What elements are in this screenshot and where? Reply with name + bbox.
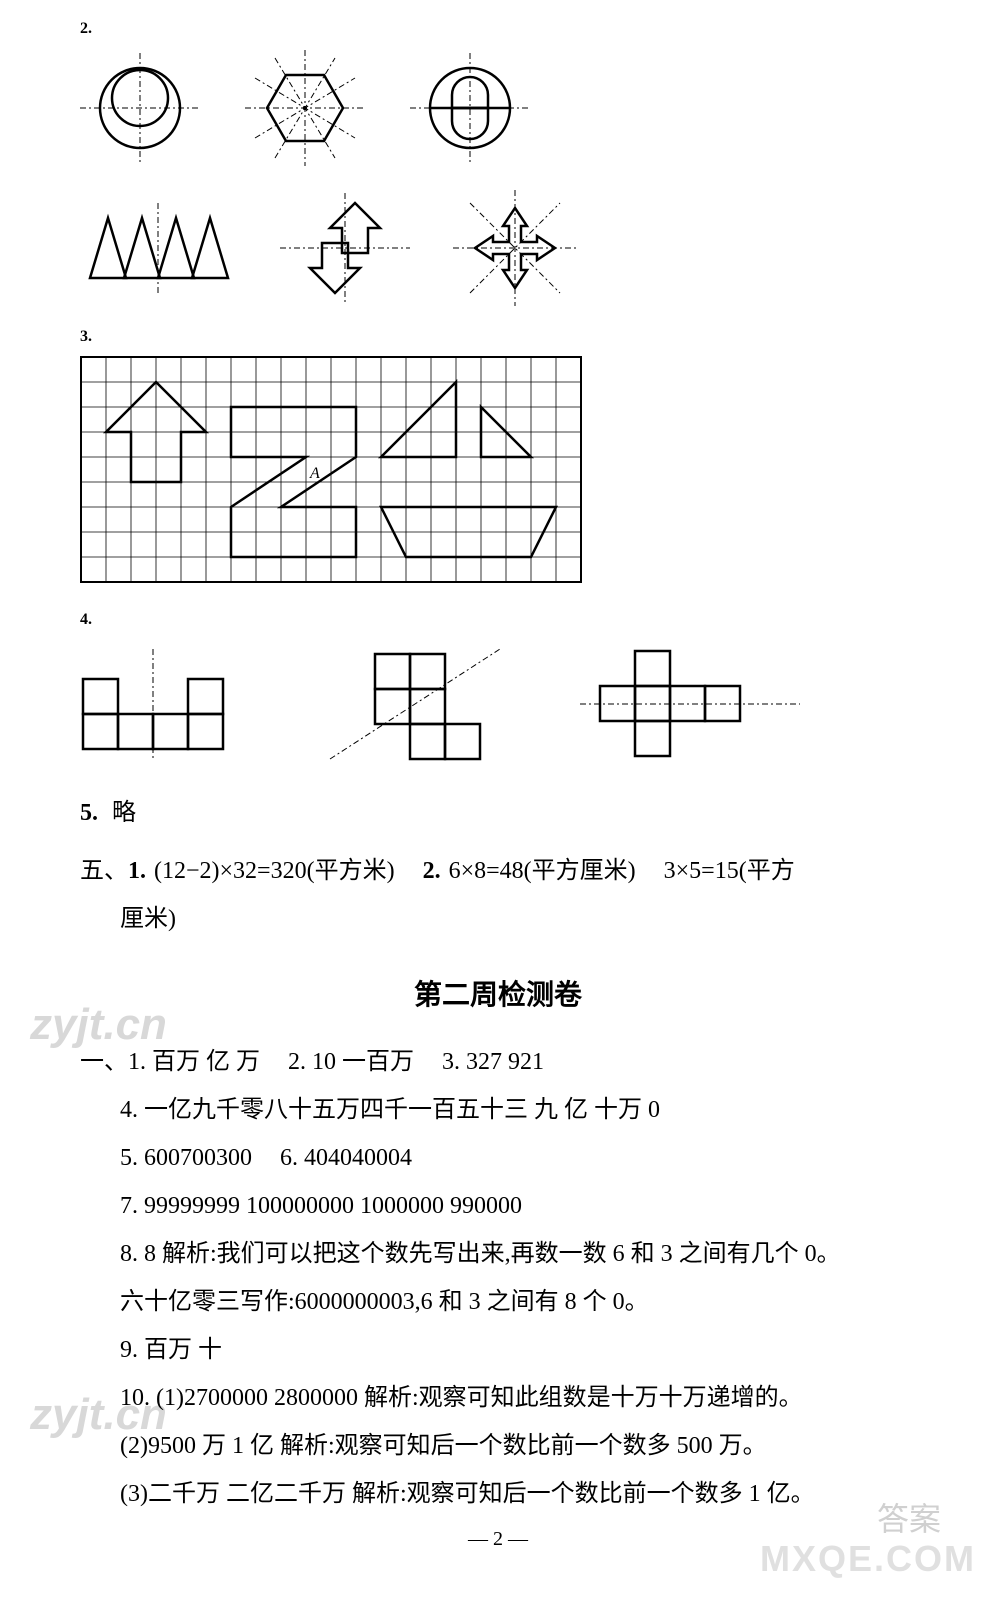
section-wu-cont: 厘米) xyxy=(40,895,956,943)
section-wu: 五、1. (12−2)×32=320(平方米) 2. 6×8=48(平方厘米) 3×5=… xyxy=(40,847,956,895)
section-label: 一、 xyxy=(80,1049,128,1075)
yi-q8: 8. 8 解析:我们可以把这个数先写出来,再数一数 6 和 3 之间有几个 0。 xyxy=(40,1230,956,1278)
yi-q4: 4. 一亿九千零八十五万四千一百五十三 九 亿 十万 0 xyxy=(40,1086,956,1134)
answer-text: 5. 600700300 xyxy=(120,1145,252,1171)
answer-text: 6. 404040004 xyxy=(280,1145,412,1171)
yi-q10: 10. (1)2700000 2800000 解析:观察可知此组数是十万十万递增… xyxy=(40,1374,956,1422)
crescent-diagram xyxy=(80,53,200,163)
q4-figures xyxy=(80,639,956,769)
q4-shape1 xyxy=(80,649,260,759)
yi-q9: 9. 百万 十 xyxy=(40,1326,956,1374)
item-number: 2. xyxy=(80,20,92,38)
q3-grid-figure: A xyxy=(80,356,956,591)
answer-text: 厘米) xyxy=(120,906,176,932)
hexagon-diagram xyxy=(240,48,370,168)
yi-q7: 7. 99999999 100000000 1000000 990000 xyxy=(40,1182,956,1230)
yi-q10-2: (2)9500 万 1 亿 解析:观察可知后一个数比前一个数多 500 万。 xyxy=(40,1422,956,1470)
item-number: 3. xyxy=(80,328,92,346)
q2-figures-row1 xyxy=(80,48,956,168)
svg-text:A: A xyxy=(309,465,320,482)
answer-text: 6×8=48(平方厘米) xyxy=(449,858,636,884)
answer-text: 1. 百万 亿 万 xyxy=(128,1049,260,1075)
page-number: — 2 — xyxy=(40,1528,956,1551)
item-text: 略 xyxy=(112,800,136,826)
q4-shape3 xyxy=(580,649,800,759)
triangles-diagram xyxy=(80,203,240,293)
test-title: 第二周检测卷 xyxy=(40,973,956,1013)
answer-text: 3×5=15(平方 xyxy=(664,858,795,884)
yi-q10-3: (3)二千万 二亿二千万 解析:观察可知后一个数比前一个数多 1 亿。 xyxy=(40,1470,956,1518)
yi-q8-sub: 六十亿零三写作:6000000003,6 和 3 之间有 8 个 0。 xyxy=(40,1278,956,1326)
answer-text: 2. 10 一百万 xyxy=(288,1049,414,1075)
answer-text: 3. 327 921 xyxy=(442,1049,544,1075)
item-number: 5. xyxy=(80,800,98,826)
arrows-diagram xyxy=(280,193,410,303)
answer-text: (12−2)×32=320(平方米) xyxy=(154,858,395,884)
item-number: 1. xyxy=(128,858,146,884)
section-label: 五、 xyxy=(80,858,128,884)
item-number: 2. xyxy=(423,858,441,884)
circle-shape-diagram xyxy=(410,53,530,163)
cross-arrows-diagram xyxy=(450,188,580,308)
item-number: 4. xyxy=(80,611,92,629)
item-5: 5. 略 xyxy=(40,789,956,837)
yi-q56: 5. 600700300 6. 404040004 xyxy=(40,1134,956,1182)
q2-figures-row2 xyxy=(80,188,956,308)
section-yi-line1: 一、1. 百万 亿 万 2. 10 一百万 3. 327 921 xyxy=(40,1038,956,1086)
q4-shape2 xyxy=(320,639,520,769)
